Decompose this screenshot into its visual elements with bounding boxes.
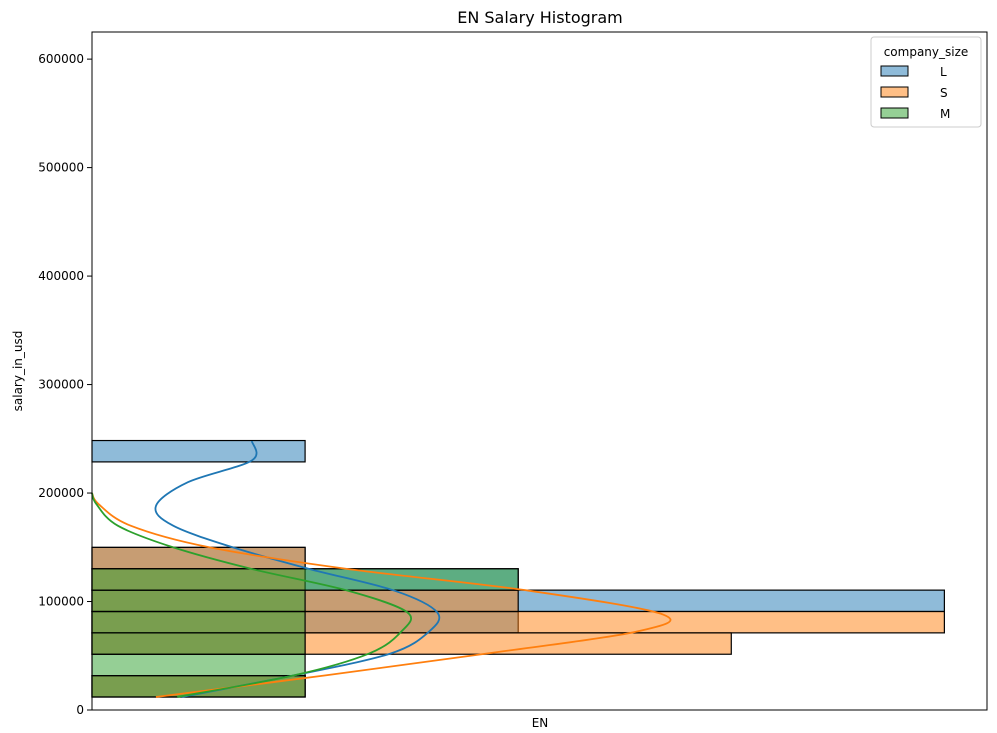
bar-m: [91, 632, 306, 655]
y-axis-ticks: 0 100000 200000 300000 400000 500000 600000: [38, 52, 92, 717]
y-tick-label: 100000: [38, 595, 84, 609]
kde-line-m: [91, 492, 412, 698]
y-tick-label: 300000: [38, 378, 84, 392]
bar-m: [91, 589, 306, 613]
legend-swatch-m: [880, 107, 909, 119]
y-tick-label: 0: [76, 703, 84, 717]
histogram-bars: [91, 439, 945, 698]
plot-frame: [91, 31, 988, 711]
chart-title: EN Salary Histogram: [457, 8, 623, 27]
bar-m: [91, 653, 306, 677]
y-tick-label: 600000: [38, 52, 84, 66]
bar-m: [91, 610, 306, 634]
bar-m: [91, 568, 519, 591]
legend-title: company_size: [884, 45, 969, 59]
kde-line-l: [154, 440, 441, 698]
legend-box: [870, 36, 982, 128]
bar-l: [91, 439, 306, 463]
legend-label-s: S: [940, 86, 948, 100]
y-tick-label: 200000: [38, 486, 84, 500]
x-axis-label: EN: [532, 716, 549, 730]
legend: company_size LSM: [870, 36, 982, 128]
legend-swatch-s: [880, 86, 909, 98]
kde-line-s: [91, 492, 672, 698]
legend-label-l: L: [940, 65, 947, 79]
kde-curves: [91, 440, 672, 698]
legend-swatch-l: [880, 65, 909, 77]
legend-label-m: M: [940, 107, 950, 121]
y-axis-label: salary_in_usd: [11, 331, 25, 412]
y-tick-label: 400000: [38, 269, 84, 283]
y-tick-label: 500000: [38, 161, 84, 175]
